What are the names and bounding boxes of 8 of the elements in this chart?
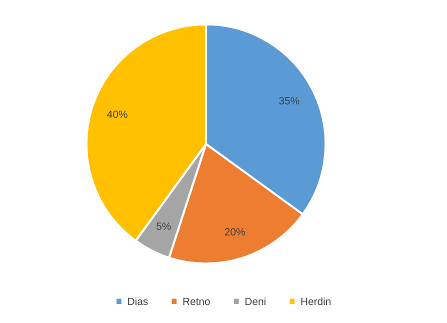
data-label: 5% [156, 222, 171, 230]
legend-label: Herdin [301, 297, 330, 306]
data-label: 40% [107, 110, 128, 118]
legend-label: Retno [183, 298, 210, 306]
legend-label: Dias [128, 297, 148, 306]
data-label: 35% [279, 97, 300, 104]
legend-label: Deni [246, 297, 266, 306]
data-label: 20% [224, 228, 245, 236]
